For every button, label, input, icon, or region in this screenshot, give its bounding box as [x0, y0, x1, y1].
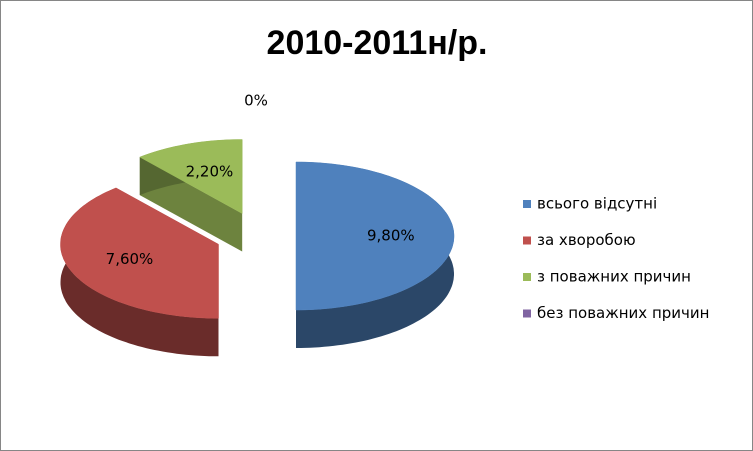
- legend-label: без поважних причин: [537, 304, 709, 322]
- slice: [139, 139, 243, 214]
- legend-swatch: [523, 273, 531, 281]
- legend-label: за хворобою: [537, 231, 636, 249]
- legend-swatch: [523, 200, 531, 208]
- value-label: 9,80%: [367, 227, 415, 245]
- slice: [295, 161, 455, 311]
- legend-swatch: [523, 309, 531, 318]
- value-label: 0%: [244, 92, 268, 110]
- value-label: 2,20%: [186, 162, 234, 180]
- legend-label: всього відсутні: [537, 195, 657, 213]
- value-label: 7,60%: [106, 250, 154, 268]
- legend-swatch: [523, 236, 531, 245]
- legend-label: з поважних причин: [537, 268, 691, 286]
- slice: [60, 187, 219, 319]
- chart-title: 2010-2011н/р.: [267, 24, 488, 62]
